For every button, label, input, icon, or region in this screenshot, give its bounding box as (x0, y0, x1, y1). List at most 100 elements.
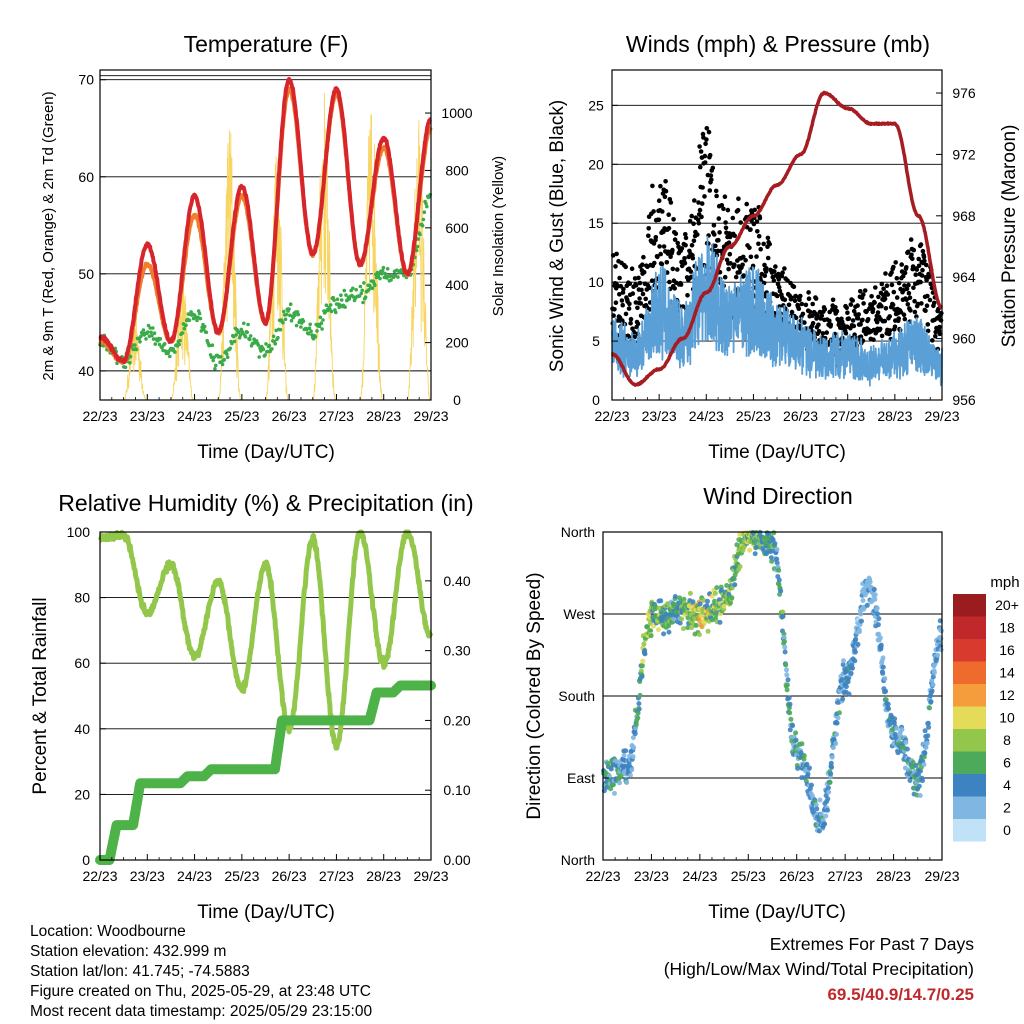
direction-point (701, 597, 707, 603)
gust-point (752, 207, 757, 213)
dewpoint-point (219, 355, 223, 359)
humidity-right-tick-label: 0.10 (443, 782, 470, 798)
colorbar-swatch (953, 706, 986, 729)
gust-point (796, 306, 802, 312)
gust-point (902, 283, 907, 288)
dewpoint-point (306, 331, 311, 336)
dewpoint-point (123, 365, 128, 370)
dewpoint-point (287, 307, 291, 311)
winds-left-tick-label: 0 (592, 392, 600, 408)
gust-point (793, 315, 799, 321)
colorbar-swatch (953, 661, 986, 684)
temperature-ylabel-left: 2m & 9m T (Red, Orange) & 2m Td (Green) (40, 91, 57, 380)
winds-x-tick-label: 27/23 (830, 408, 865, 424)
dewpoint-point (328, 303, 333, 307)
gust-point (761, 241, 766, 247)
direction-point (782, 649, 788, 655)
dewpoint-point (145, 330, 150, 334)
dewpoint-point (380, 268, 385, 273)
colorbar-swatch (953, 684, 986, 707)
gust-point (683, 242, 688, 248)
dewpoint-point (307, 326, 312, 331)
dewpoint-point (267, 343, 272, 348)
gust-point (827, 318, 832, 324)
gust-point (822, 307, 828, 312)
direction-point (754, 544, 760, 550)
direction-point (697, 601, 703, 607)
gust-point (740, 262, 745, 268)
dewpoint-point (222, 357, 227, 362)
direction-point (788, 716, 794, 722)
direction-point (846, 691, 852, 697)
dewpoint-point (329, 309, 334, 314)
direction-x-tick-label: 22/23 (585, 868, 620, 884)
direction-x-tick-label: 27/23 (828, 868, 863, 884)
gust-point (921, 254, 927, 260)
gust-point (861, 292, 866, 297)
direction-point (887, 722, 893, 727)
dewpoint-point (301, 319, 306, 324)
gust-point (636, 275, 641, 281)
rh-series (98, 529, 434, 751)
direction-point (857, 629, 862, 635)
direction-point (696, 632, 702, 638)
direction-point (655, 627, 661, 633)
gust-point (855, 303, 860, 308)
dewpoint-point (351, 286, 355, 291)
gust-point (887, 314, 892, 319)
gust-point (612, 307, 617, 312)
humidity-x-ticks: 22/23 23/23 24/23 25/23 26/23 27/23 28/23 29/23 (82, 854, 449, 884)
dewpoint-point (210, 343, 215, 348)
gust-point (904, 297, 909, 303)
gust-point (899, 262, 904, 267)
humidity-x-tick-label: 26/23 (272, 868, 307, 884)
gust-point (834, 308, 840, 314)
humidity-left-tick-label: 80 (74, 590, 90, 606)
dewpoint-point (245, 330, 249, 335)
temperature-right-tick-label: 0 (453, 392, 461, 408)
gust-point (619, 298, 625, 303)
dewpoint-point (148, 326, 152, 330)
temperature-left-tick-label: 40 (78, 363, 94, 379)
direction-point (693, 622, 699, 628)
colorbar-label: 12 (999, 687, 1015, 703)
gust-point (620, 290, 626, 295)
dewpoint-point (318, 315, 323, 320)
gust-point (838, 325, 843, 331)
winds-x-tick-label: 28/23 (877, 408, 912, 424)
direction-point (920, 778, 925, 784)
dewpoint-point (151, 337, 156, 341)
direction-point (818, 812, 824, 818)
temperature-left-tick-label: 50 (78, 266, 94, 282)
gust-point (894, 295, 900, 300)
gust-point (893, 260, 898, 265)
colorbar-swatch (953, 819, 986, 842)
direction-point (617, 780, 622, 786)
gust-point (640, 291, 646, 297)
dewpoint-point (153, 342, 158, 346)
gust-point (763, 269, 769, 274)
gust-point (802, 320, 807, 325)
direction-point (648, 633, 654, 639)
direction-left-tick-label: West (563, 606, 595, 622)
direction-left-tick-label: North (561, 524, 595, 540)
direction-point (787, 710, 793, 716)
direction-point (680, 626, 686, 632)
dewpoint-point (354, 288, 359, 292)
direction-point (885, 701, 891, 707)
winds-x-ticks: 22/23 23/23 24/23 25/23 26/23 27/23 28/23 29/23 (594, 394, 960, 424)
direction-point (813, 802, 819, 808)
direction-point (784, 682, 790, 688)
direction-point (886, 706, 891, 712)
direction-point (780, 613, 786, 619)
direction-point (883, 697, 889, 703)
dewpoint-point (232, 339, 237, 344)
direction-point (858, 611, 864, 617)
gust-point (658, 183, 663, 189)
gust-point (767, 241, 772, 247)
gust-point (735, 207, 741, 213)
gust-point (621, 286, 626, 292)
precip-series (95, 680, 436, 865)
gust-point (689, 213, 694, 219)
dewpoint-point (178, 338, 182, 343)
